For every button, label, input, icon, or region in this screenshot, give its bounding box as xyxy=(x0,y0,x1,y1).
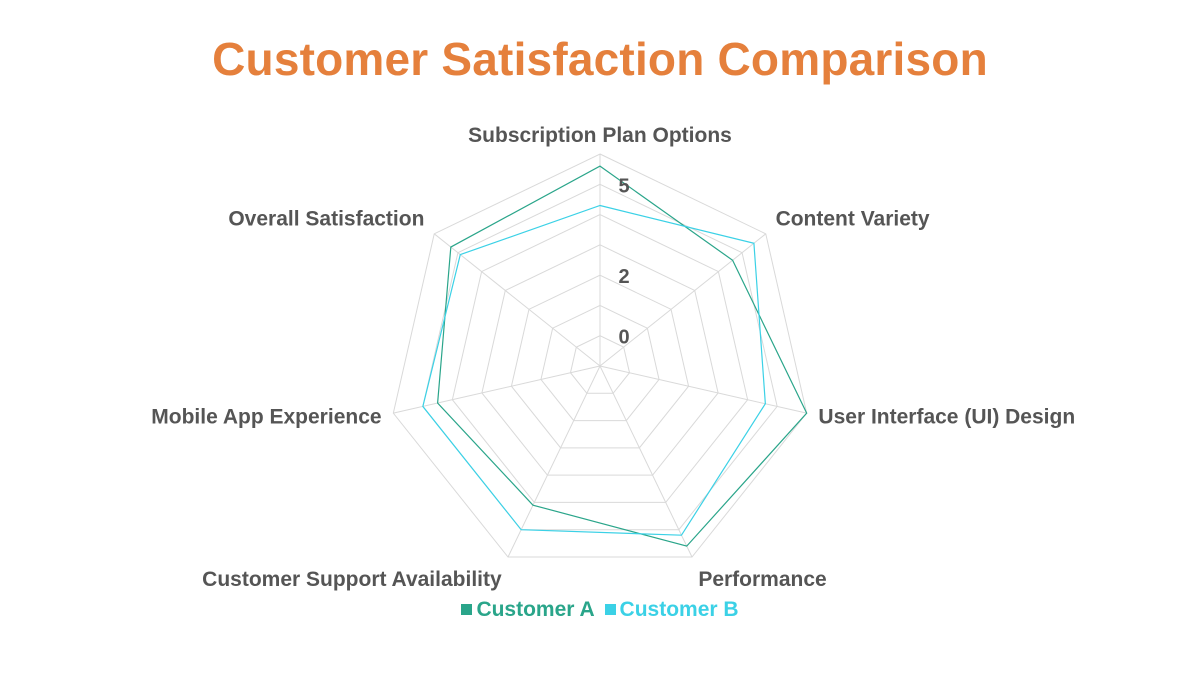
grid-ring xyxy=(422,183,778,531)
grid-spoke xyxy=(599,233,767,367)
grid-ring xyxy=(392,153,808,558)
grid-ring xyxy=(510,274,690,449)
legend-item-customer-b[interactable]: Customer B xyxy=(604,597,739,622)
grid-spoke xyxy=(433,233,601,367)
legend-item-customer-a[interactable]: Customer A xyxy=(461,597,595,622)
legend-label-customer-a: Customer A xyxy=(476,597,595,621)
grid-spoke xyxy=(599,365,807,414)
grid-ring xyxy=(451,214,749,503)
radar-series xyxy=(422,165,808,547)
tick-label: 2 xyxy=(618,266,629,288)
tick-label: 0 xyxy=(618,327,629,349)
legend-swatch-customer-a xyxy=(461,604,473,615)
legend-swatch-customer-b xyxy=(604,604,616,615)
series-line-customer-a xyxy=(436,165,808,547)
legend: Customer A Customer B xyxy=(0,597,1200,622)
grid-ring xyxy=(540,304,660,422)
axis-label-overall-satisfaction: Overall Satisfaction xyxy=(228,208,424,231)
axis-label-user-interface-ui-design: User Interface (UI) Design xyxy=(818,405,1075,428)
radar-labels: 0 2 5 Subscription Plan Options Content Vari… xyxy=(151,124,1075,591)
chart-title: Customer Satisfaction Comparison xyxy=(212,33,988,85)
grid-spoke xyxy=(599,365,693,558)
axis-label-mobile-app-experience: Mobile App Experience xyxy=(151,405,381,428)
tick-label: 5 xyxy=(618,175,629,197)
axis-label-subscription-plan-options: Subscription Plan Options xyxy=(468,124,732,147)
grid-spoke xyxy=(393,365,601,414)
axis-label-performance: Performance xyxy=(698,568,826,591)
legend-label-customer-b: Customer B xyxy=(619,597,739,621)
grid-ring xyxy=(481,244,719,476)
radar-grid xyxy=(392,153,808,558)
series-line-customer-b xyxy=(422,204,766,536)
grid-ring xyxy=(569,335,631,394)
grid-spoke xyxy=(507,365,601,558)
axis-label-customer-support-availability: Customer Support Availability xyxy=(202,568,502,591)
axis-label-content-variety: Content Variety xyxy=(776,208,930,231)
